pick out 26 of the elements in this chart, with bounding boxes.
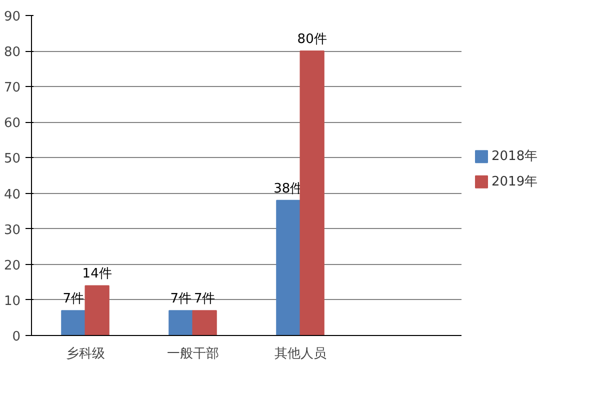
- y-tick-label: 20: [4, 258, 21, 274]
- bar: [168, 310, 194, 336]
- y-tick-label: 60: [4, 116, 21, 132]
- y-tick-label: 40: [4, 187, 21, 202]
- bar: [84, 285, 110, 336]
- x-tick-label: 一般干部: [166, 346, 219, 362]
- y-tick-label: 0: [12, 330, 21, 344]
- data-label: 7件: [170, 292, 192, 307]
- y-tick-label: 70: [4, 80, 21, 96]
- y-tick-label: 90: [4, 10, 21, 24]
- bar: [192, 310, 217, 336]
- bar: [61, 310, 86, 336]
- y-tick-label: 80: [4, 45, 21, 60]
- y-tick-label: 10: [4, 294, 21, 309]
- data-label: 14件: [82, 266, 112, 282]
- bar: [276, 200, 301, 336]
- y-tick-label: 50: [4, 152, 21, 167]
- data-label: 7件: [62, 292, 84, 307]
- legend-label: 2019年: [492, 174, 538, 190]
- legend-label: 2018年: [492, 149, 538, 164]
- data-label: 80件: [297, 32, 327, 48]
- y-tick-label: 30: [4, 222, 21, 238]
- data-label: 7件: [194, 292, 216, 307]
- x-tick-label: 其他人员: [274, 346, 326, 362]
- bar: [300, 50, 324, 336]
- x-tick-label: 乡科级: [66, 346, 105, 362]
